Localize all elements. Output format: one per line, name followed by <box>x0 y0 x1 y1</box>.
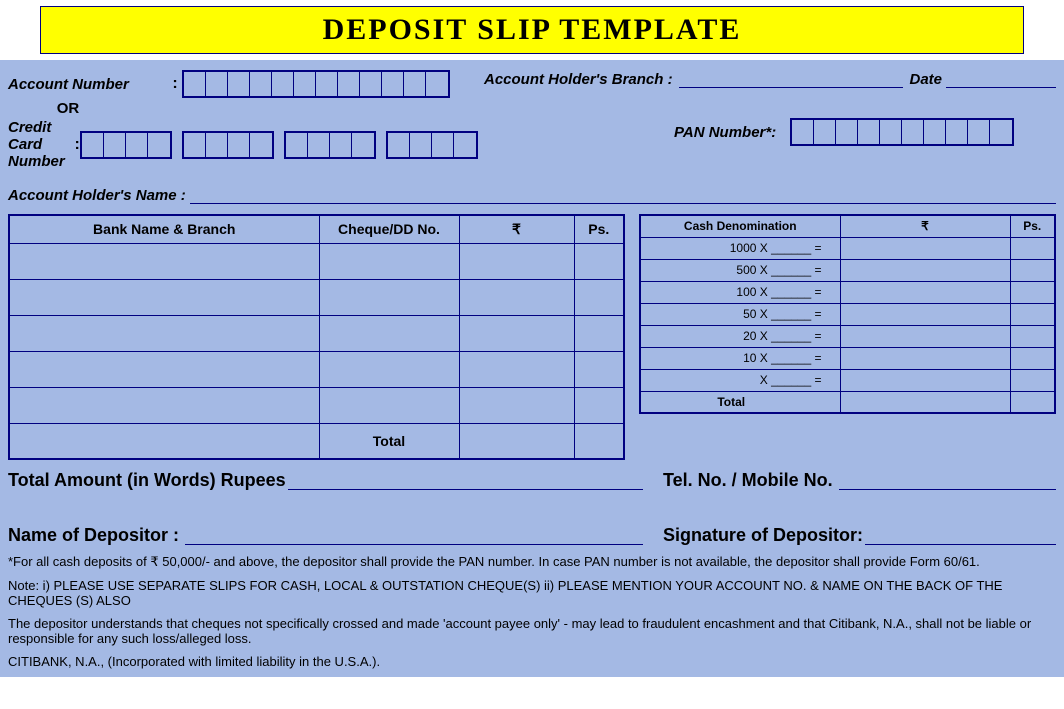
depositor-name-field[interactable] <box>185 527 643 545</box>
date-field[interactable] <box>946 70 1056 88</box>
cash-total-rs[interactable] <box>840 391 1010 413</box>
cheque-cell[interactable] <box>9 243 319 279</box>
cheque-cell[interactable] <box>319 279 459 315</box>
depositor-name-label: Name of Depositor : <box>8 525 179 546</box>
cash-rs[interactable] <box>840 347 1010 369</box>
cheque-col-header: Bank Name & Branch <box>9 215 319 243</box>
cash-rs[interactable] <box>840 325 1010 347</box>
cheque-cell[interactable] <box>574 351 624 387</box>
cheque-cell[interactable] <box>574 243 624 279</box>
cash-col-header: Ps. <box>1010 215 1055 237</box>
cheque-total-label: Total <box>319 423 459 459</box>
cheque-cell[interactable] <box>9 351 319 387</box>
date-label: Date <box>909 71 942 88</box>
or-label: OR <box>8 100 128 117</box>
cash-ps[interactable] <box>1010 259 1055 281</box>
cheque-col-header: Cheque/DD No. <box>319 215 459 243</box>
fine-print: *For all cash deposits of ₹ 50,000/- and… <box>8 554 1056 669</box>
cheque-cell[interactable] <box>574 387 624 423</box>
credit-card-boxes[interactable] <box>80 131 478 159</box>
depositor-sign-field[interactable] <box>865 527 1056 545</box>
cheque-cell[interactable] <box>9 387 319 423</box>
cheque-cell[interactable] <box>319 243 459 279</box>
account-number-label: Account Number <box>8 76 168 93</box>
cash-ps[interactable] <box>1010 347 1055 369</box>
cheque-cell[interactable] <box>319 315 459 351</box>
cheque-cell[interactable] <box>574 315 624 351</box>
holder-name-label: Account Holder's Name : <box>8 187 186 204</box>
cheque-total-ps[interactable] <box>574 423 624 459</box>
total-words-field[interactable] <box>288 472 643 490</box>
cheque-cell[interactable] <box>9 315 319 351</box>
branch-label: Account Holder's Branch : <box>484 71 673 88</box>
cheque-cell[interactable] <box>319 387 459 423</box>
cheque-cell[interactable] <box>459 243 574 279</box>
credit-card-label: Credit Card Number <box>8 119 74 170</box>
cash-total-ps[interactable] <box>1010 391 1055 413</box>
cash-denom: 1000 X ______ = <box>640 237 840 259</box>
cash-denom: 100 X ______ = <box>640 281 840 303</box>
account-number-boxes[interactable] <box>182 70 450 98</box>
cash-table: Cash Denomination₹Ps. 1000 X ______ =500 … <box>639 214 1056 414</box>
page-title: DEPOSIT SLIP TEMPLATE <box>40 6 1024 54</box>
cash-denom: 10 X ______ = <box>640 347 840 369</box>
tel-field[interactable] <box>839 472 1056 490</box>
cash-rs[interactable] <box>840 259 1010 281</box>
cash-ps[interactable] <box>1010 281 1055 303</box>
tel-label: Tel. No. / Mobile No. <box>663 470 833 491</box>
fine-print-line: Note: i) PLEASE USE SEPARATE SLIPS FOR C… <box>8 578 1056 608</box>
fine-print-line: The depositor understands that cheques n… <box>8 616 1056 646</box>
cash-col-header: ₹ <box>840 215 1010 237</box>
depositor-sign-label: Signature of Depositor: <box>663 525 863 546</box>
cheque-cell[interactable] <box>459 315 574 351</box>
cash-rs[interactable] <box>840 281 1010 303</box>
holder-name-field[interactable] <box>190 186 1056 204</box>
cash-col-header: Cash Denomination <box>640 215 840 237</box>
cheque-col-header: Ps. <box>574 215 624 243</box>
cash-ps[interactable] <box>1010 369 1055 391</box>
cheque-cell[interactable] <box>459 351 574 387</box>
cash-rs[interactable] <box>840 369 1010 391</box>
cash-denom: 20 X ______ = <box>640 325 840 347</box>
cash-denom: 50 X ______ = <box>640 303 840 325</box>
cash-ps[interactable] <box>1010 237 1055 259</box>
cash-ps[interactable] <box>1010 303 1055 325</box>
cash-rs[interactable] <box>840 237 1010 259</box>
deposit-slip: Account Number : OR Credit Card Number :… <box>0 60 1064 677</box>
cash-total-label: Total <box>640 391 840 413</box>
cheque-cell[interactable] <box>319 351 459 387</box>
cash-denom: 500 X ______ = <box>640 259 840 281</box>
branch-field[interactable] <box>679 70 904 88</box>
cash-denom: X ______ = <box>640 369 840 391</box>
cheque-total-rs[interactable] <box>459 423 574 459</box>
cash-rs[interactable] <box>840 303 1010 325</box>
pan-boxes[interactable] <box>790 118 1014 146</box>
cheque-cell[interactable] <box>459 279 574 315</box>
cheque-col-header: ₹ <box>459 215 574 243</box>
cash-ps[interactable] <box>1010 325 1055 347</box>
fine-print-line: *For all cash deposits of ₹ 50,000/- and… <box>8 554 1056 570</box>
colon: : <box>168 75 182 93</box>
cheque-table: Bank Name & BranchCheque/DD No.₹Ps. Total <box>8 214 625 460</box>
fine-print-line: CITIBANK, N.A., (Incorporated with limit… <box>8 654 1056 669</box>
pan-label: PAN Number*: <box>674 124 776 141</box>
total-words-label: Total Amount (in Words) Rupees <box>8 470 286 491</box>
cheque-cell[interactable] <box>9 279 319 315</box>
cheque-cell[interactable] <box>459 387 574 423</box>
cheque-cell[interactable] <box>574 279 624 315</box>
